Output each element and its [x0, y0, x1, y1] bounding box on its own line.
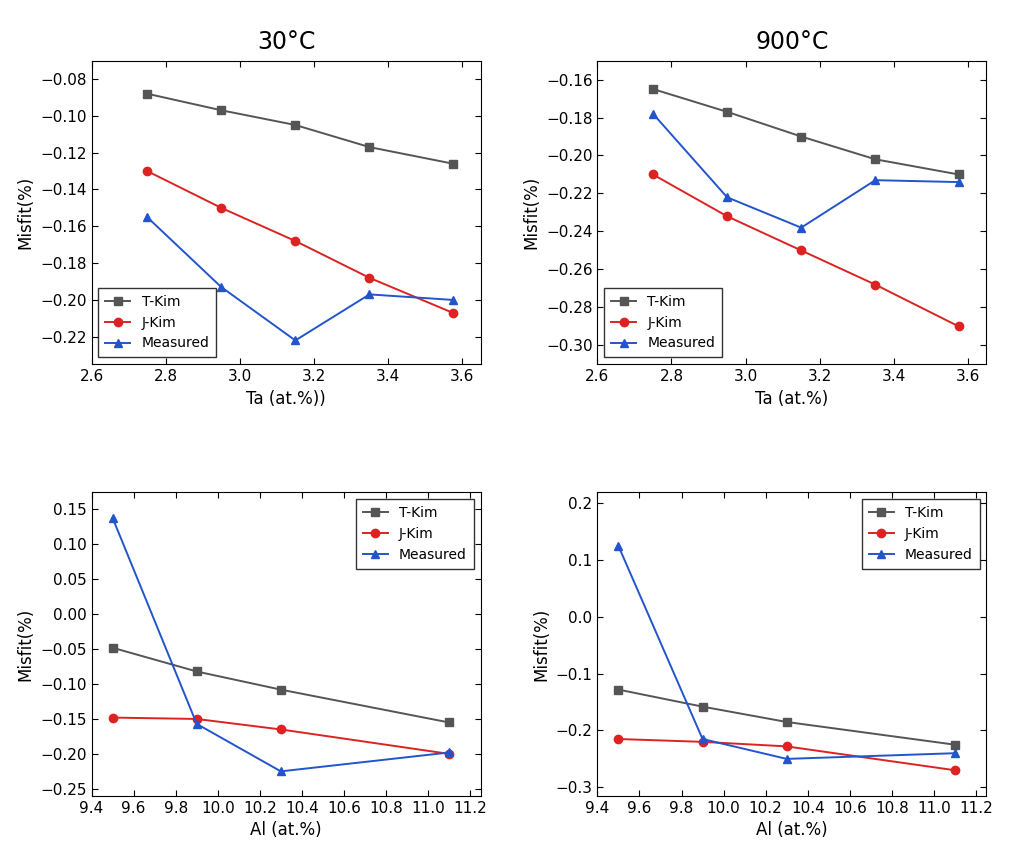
Measured — [721, 192, 733, 202]
Legend: T-Kim, J-Kim, Measured: T-Kim, J-Kim, Measured — [861, 499, 979, 568]
Title: 30°C: 30°C — [257, 30, 315, 54]
T-Kim — [953, 170, 965, 180]
Measured — [275, 766, 287, 777]
Legend: T-Kim, J-Kim, Measured: T-Kim, J-Kim, Measured — [99, 288, 217, 357]
Line: Measured: Measured — [614, 541, 959, 763]
T-Kim — [141, 88, 154, 99]
Legend: T-Kim, J-Kim, Measured: T-Kim, J-Kim, Measured — [604, 288, 722, 357]
T-Kim — [443, 717, 456, 727]
Y-axis label: Misfit(%): Misfit(%) — [532, 607, 550, 681]
T-Kim — [949, 740, 961, 750]
Line: J-Kim: J-Kim — [143, 167, 457, 317]
Line: J-Kim: J-Kim — [614, 735, 959, 774]
X-axis label: Al (at.%): Al (at.%) — [250, 821, 322, 839]
J-Kim — [107, 713, 119, 723]
Title: 900°C: 900°C — [756, 30, 829, 54]
Measured — [446, 295, 459, 305]
Measured — [612, 541, 624, 551]
Line: J-Kim: J-Kim — [649, 170, 963, 330]
Line: T-Kim: T-Kim — [614, 685, 959, 749]
Measured — [141, 212, 154, 222]
Measured — [697, 734, 709, 744]
T-Kim — [612, 684, 624, 695]
J-Kim — [289, 236, 301, 247]
J-Kim — [721, 211, 733, 221]
Y-axis label: Misfit(%): Misfit(%) — [523, 176, 540, 249]
Y-axis label: Misfit(%): Misfit(%) — [16, 607, 35, 681]
Measured — [647, 108, 659, 119]
X-axis label: Al (at.%): Al (at.%) — [756, 821, 828, 839]
J-Kim — [647, 170, 659, 180]
J-Kim — [870, 279, 882, 290]
Legend: T-Kim, J-Kim, Measured: T-Kim, J-Kim, Measured — [356, 499, 474, 568]
Line: T-Kim: T-Kim — [649, 85, 963, 179]
J-Kim — [363, 272, 375, 283]
Measured — [216, 282, 228, 292]
T-Kim — [107, 643, 119, 653]
J-Kim — [949, 765, 961, 775]
T-Kim — [795, 131, 807, 142]
Measured — [949, 748, 961, 759]
J-Kim — [697, 737, 709, 747]
T-Kim — [721, 106, 733, 117]
Measured — [363, 289, 375, 299]
Measured — [781, 753, 793, 764]
Line: T-Kim: T-Kim — [109, 644, 454, 727]
J-Kim — [443, 749, 456, 759]
Measured — [107, 513, 119, 523]
Measured — [795, 222, 807, 233]
Line: Measured: Measured — [649, 110, 963, 232]
T-Kim — [363, 142, 375, 152]
X-axis label: Ta (at.%)): Ta (at.%)) — [246, 390, 326, 407]
T-Kim — [647, 84, 659, 94]
Line: Measured: Measured — [109, 514, 454, 776]
T-Kim — [781, 717, 793, 727]
Measured — [190, 719, 202, 729]
J-Kim — [141, 166, 154, 176]
J-Kim — [612, 734, 624, 744]
J-Kim — [446, 308, 459, 318]
J-Kim — [275, 724, 287, 734]
X-axis label: Ta (at.%): Ta (at.%) — [756, 390, 829, 407]
Measured — [953, 176, 965, 187]
T-Kim — [289, 120, 301, 131]
Measured — [443, 747, 456, 758]
T-Kim — [216, 105, 228, 115]
Line: T-Kim: T-Kim — [143, 90, 457, 168]
J-Kim — [781, 741, 793, 752]
Line: J-Kim: J-Kim — [109, 714, 454, 758]
Measured — [289, 336, 301, 346]
Line: Measured: Measured — [143, 213, 457, 344]
J-Kim — [795, 246, 807, 256]
T-Kim — [697, 702, 709, 712]
Y-axis label: Misfit(%): Misfit(%) — [16, 176, 35, 249]
T-Kim — [275, 684, 287, 695]
T-Kim — [870, 154, 882, 164]
J-Kim — [190, 714, 202, 724]
J-Kim — [216, 202, 228, 213]
T-Kim — [190, 666, 202, 676]
Measured — [870, 175, 882, 185]
J-Kim — [953, 321, 965, 331]
T-Kim — [446, 158, 459, 169]
